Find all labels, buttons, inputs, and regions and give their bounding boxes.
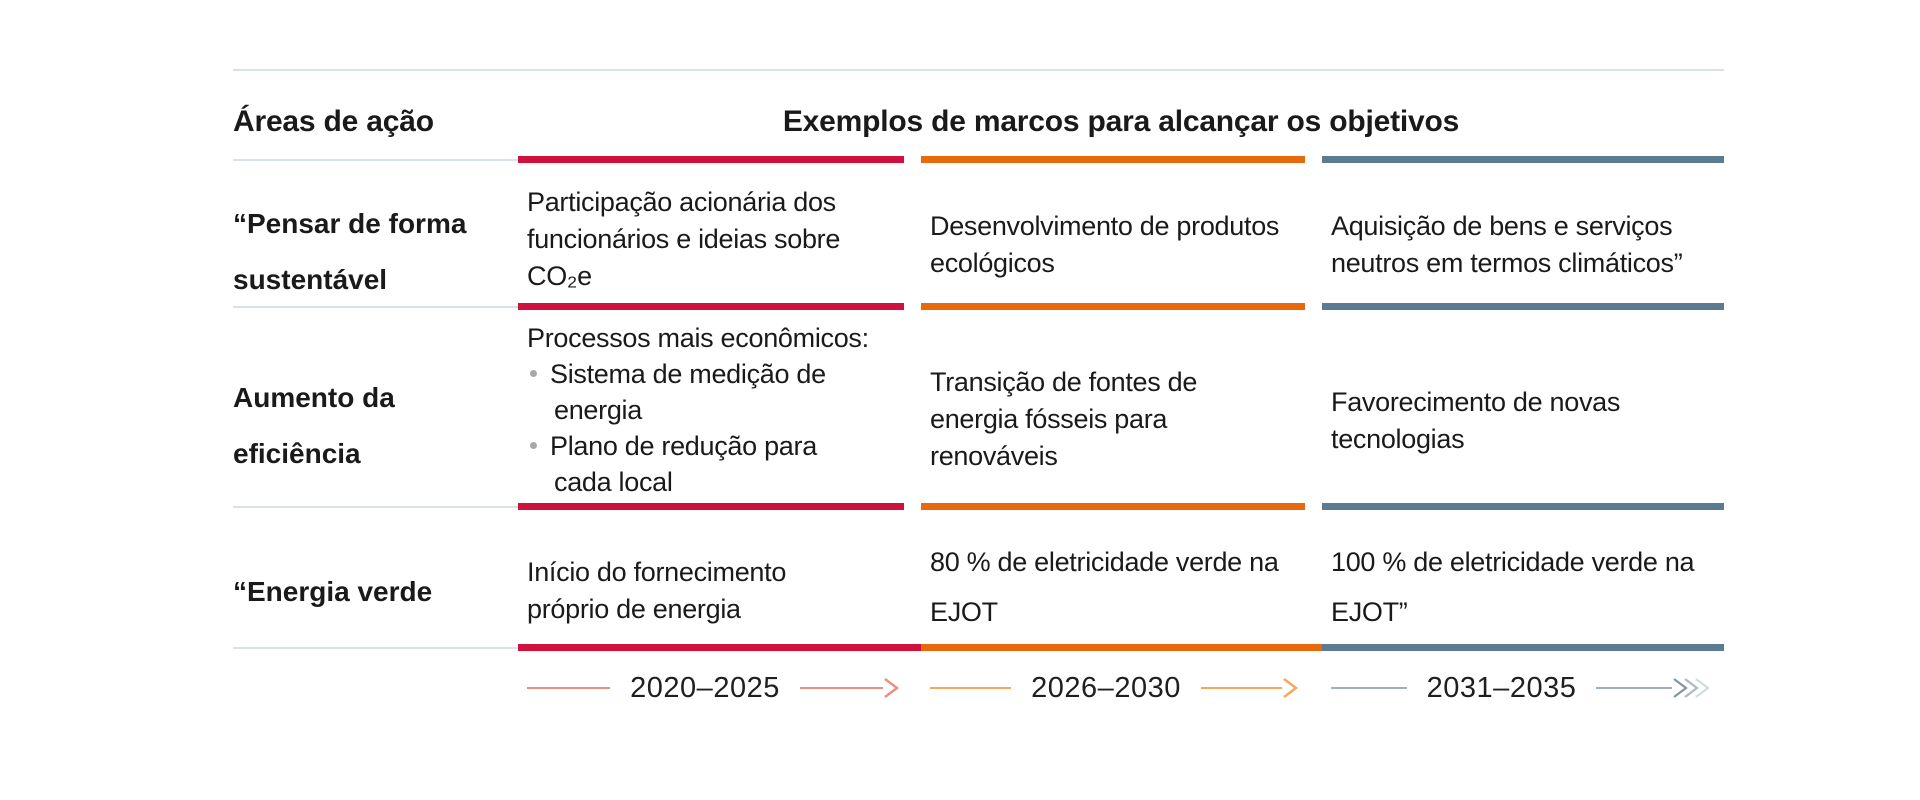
phase-bar-orange (921, 303, 1305, 310)
phase-bar-orange (921, 503, 1305, 510)
timeline-year-label: 2026–2030 (1031, 671, 1181, 704)
text-line: “Pensar de forma (233, 208, 467, 239)
phase-bar-orange (921, 156, 1305, 163)
triple-chevron-icon (1695, 678, 1710, 698)
phase-bar-slate (1322, 644, 1724, 651)
table-row: Aumento da eficiência Processos mais eco… (233, 310, 1724, 503)
timeline-line (930, 687, 1012, 689)
timeline-period-2031-2035: 2031–2035 (1322, 665, 1724, 711)
timeline-line (527, 687, 611, 689)
milestone-cell: Desenvolvimento de produtos ecológicos (921, 163, 1322, 308)
phase-bar-slate (1322, 503, 1724, 510)
milestone-cell: 100 % de eletricidade verde na EJOT” (1322, 510, 1724, 644)
text-line: sustentável (233, 264, 388, 295)
text-line: Início do fornecimento (527, 557, 787, 587)
text-line: 80 % de eletricidade verde na (930, 547, 1279, 577)
phase-bar-slate (1322, 303, 1724, 310)
bullet-item: Plano de redução para (527, 428, 915, 464)
timeline-line (799, 687, 883, 689)
text-line: energia (554, 395, 642, 425)
phase-bar-red (518, 503, 904, 510)
text-line: eficiência (233, 438, 361, 469)
column-header-milestones: Exemplos de marcos para alcançar os obje… (782, 105, 1460, 138)
separator-line (233, 646, 518, 649)
text-line: ecológicos (930, 248, 1055, 278)
text-line: Favorecimento de novas (1331, 387, 1621, 417)
text-line: “Energia verde (233, 576, 433, 607)
bottom-border (233, 644, 1724, 651)
table-row: “Energia verde Início do fornecimento pr… (233, 510, 1724, 644)
table-row: “Pensar de forma sustentável Participaçã… (233, 163, 1724, 303)
top-rule (233, 69, 1724, 71)
action-area-label: “Pensar de forma sustentável (233, 163, 518, 308)
arrow-right-icon (884, 678, 899, 698)
text-line: renováveis (930, 441, 1058, 471)
timeline-year-label: 2020–2025 (630, 671, 780, 704)
phase-bar-red (518, 303, 904, 310)
text-line: Processos mais econômicos: (527, 323, 869, 353)
text-line: EJOT” (1331, 597, 1408, 627)
text-line: 100 % de eletricidade verde na (1331, 547, 1695, 577)
bullet-item: Sistema de medição de (527, 356, 915, 392)
text-line: Aumento da (233, 382, 395, 413)
text-line: tecnologias (1331, 424, 1465, 454)
timeline-period-2026-2030: 2026–2030 (921, 665, 1322, 711)
timeline-year-label: 2031–2035 (1426, 671, 1577, 704)
table-header: Áreas de ação Exemplos de marcos para al… (233, 71, 1724, 156)
row-separator (233, 156, 1724, 163)
arrow-right-icon (1283, 678, 1298, 698)
action-area-label: “Energia verde (233, 510, 518, 644)
separator-line (233, 158, 518, 161)
text-line: neutros em termos climáticos” (1331, 248, 1683, 278)
text-line: Aquisição de bens e serviços (1331, 211, 1673, 241)
text-line: CO₂e (527, 261, 592, 291)
milestone-cell: Início do fornecimento próprio de energi… (518, 510, 921, 644)
text-line: EJOT (930, 597, 998, 627)
triple-chevron-icon (1684, 678, 1699, 698)
timeline-line (1200, 687, 1282, 689)
text-line: Participação acionária dos (527, 187, 836, 217)
text-line: próprio de energia (527, 594, 741, 624)
text-line: cada local (554, 467, 673, 497)
row-separator (233, 303, 1724, 310)
phase-bar-red (518, 644, 921, 651)
text-line: Transição de fontes de (930, 367, 1198, 397)
timeline: 2020–2025 2026–2030 2031–2035 (233, 665, 1724, 711)
row-separator (233, 503, 1724, 510)
triple-chevron-icon (1673, 678, 1688, 698)
milestone-cell: Aquisição de bens e serviços neutros em … (1322, 163, 1724, 308)
milestone-cell: 80 % de eletricidade verde na EJOT (921, 510, 1322, 644)
milestone-cell: Processos mais econômicos: Sistema de me… (518, 310, 921, 503)
milestone-cell: Favorecimento de novas tecnologias (1322, 310, 1724, 503)
milestone-cell: Participação acionária dos funcionários … (518, 163, 921, 308)
action-area-label: Aumento da eficiência (233, 310, 518, 503)
phase-bar-slate (1322, 156, 1724, 163)
timeline-line (1596, 687, 1672, 689)
timeline-line (1331, 687, 1407, 689)
text-line: Desenvolvimento de produtos (930, 211, 1280, 241)
separator-line (233, 305, 518, 308)
milestone-cell: Transição de fontes de energia fósseis p… (921, 310, 1322, 503)
timeline-period-2020-2025: 2020–2025 (518, 665, 921, 711)
phase-bar-orange (921, 644, 1322, 651)
timeline-spacer (233, 665, 518, 711)
text-line: funcionários e ideias sobre (527, 224, 841, 254)
roadmap-table: Áreas de ação Exemplos de marcos para al… (233, 69, 1724, 711)
phase-bar-red (518, 156, 904, 163)
separator-line (233, 505, 518, 508)
text-line: energia fósseis para (930, 404, 1168, 434)
column-header-action-areas: Áreas de ação (233, 105, 434, 138)
